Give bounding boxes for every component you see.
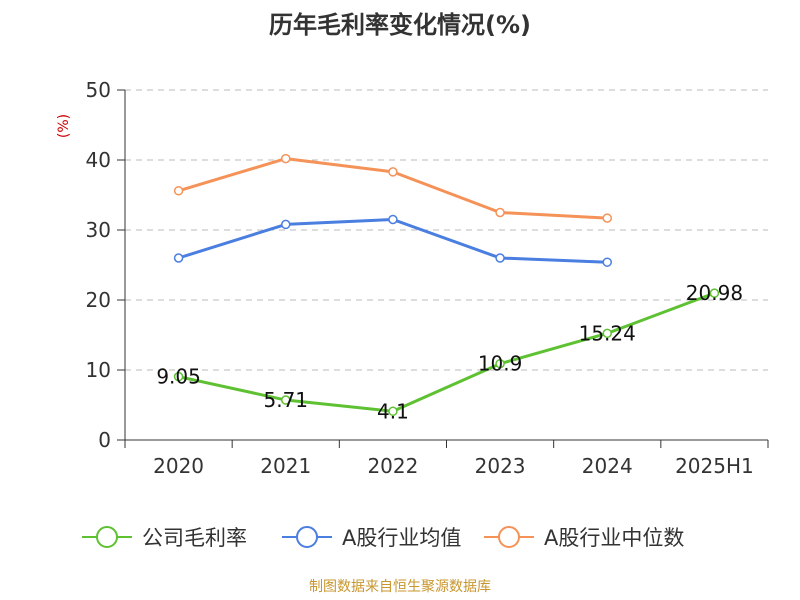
data-label: 20.98 — [686, 281, 743, 305]
legend[interactable]: 公司毛利率 A股行业均值 A股行业中位数 — [82, 526, 684, 550]
data-point[interactable] — [602, 328, 612, 339]
x-tick-label: 2021 — [260, 454, 311, 478]
y-tick-label: 0 — [98, 428, 111, 452]
series-line-2 — [178, 218, 608, 264]
legend-marker — [498, 526, 520, 548]
chart-title: 历年毛利率变化情况(%) — [269, 11, 531, 39]
data-point[interactable] — [709, 288, 720, 298]
series-lines — [173, 153, 720, 417]
data-label: 15.24 — [579, 321, 636, 345]
data-point[interactable] — [495, 207, 505, 218]
y-tick-label: 10 — [86, 358, 111, 382]
data-point[interactable] — [173, 371, 184, 382]
y-tick-label: 50 — [86, 78, 111, 102]
x-tick-label: 2020 — [153, 454, 204, 478]
data-point[interactable] — [281, 219, 291, 230]
data-label: 9.05 — [156, 365, 201, 389]
x-tick-label: 2024 — [582, 454, 633, 478]
legend-item-2[interactable]: A股行业均值 — [282, 526, 461, 550]
data-point[interactable] — [173, 253, 184, 263]
legend-label: A股行业均值 — [342, 526, 461, 550]
data-point[interactable] — [281, 153, 291, 164]
data-point[interactable] — [602, 213, 612, 223]
axes: 0 10 20 30 40 50 2020 2021 2022 2023 2024 2025H1 — [86, 78, 769, 478]
legend-item-1[interactable]: 公司毛利率 — [82, 526, 247, 550]
data-point[interactable] — [388, 406, 398, 417]
source-note: 制图数据来自恒生聚源数据库 — [309, 579, 491, 595]
x-tick-label: 2025H1 — [675, 454, 754, 478]
data-label: 10.9 — [478, 352, 523, 376]
data-point[interactable] — [495, 358, 505, 369]
data-point[interactable] — [173, 186, 184, 196]
gridlines — [125, 89, 768, 371]
y-tick-label: 20 — [86, 288, 111, 312]
legend-item-3[interactable]: A股行业中位数 — [484, 526, 684, 550]
data-point[interactable] — [602, 257, 612, 267]
data-label: 4.1 — [377, 399, 409, 423]
legend-label: 公司毛利率 — [142, 526, 247, 550]
y-axis-unit-label: (%) — [56, 114, 72, 138]
legend-label: A股行业中位数 — [544, 526, 684, 550]
y-tick-label: 40 — [86, 148, 111, 172]
legend-marker — [96, 526, 118, 548]
data-point[interactable] — [388, 167, 398, 177]
data-labels: 9.05 5.71 4.1 10.9 15.24 20.98 — [156, 281, 743, 423]
data-point[interactable] — [495, 253, 505, 263]
y-tick-label: 30 — [86, 218, 111, 242]
x-tick-label: 2022 — [367, 454, 418, 478]
series-line-1 — [178, 291, 715, 413]
data-point[interactable] — [388, 214, 398, 225]
legend-marker — [296, 526, 318, 548]
x-tick-label: 2023 — [475, 454, 526, 478]
data-label: 5.71 — [263, 388, 308, 412]
data-point[interactable] — [281, 395, 291, 405]
